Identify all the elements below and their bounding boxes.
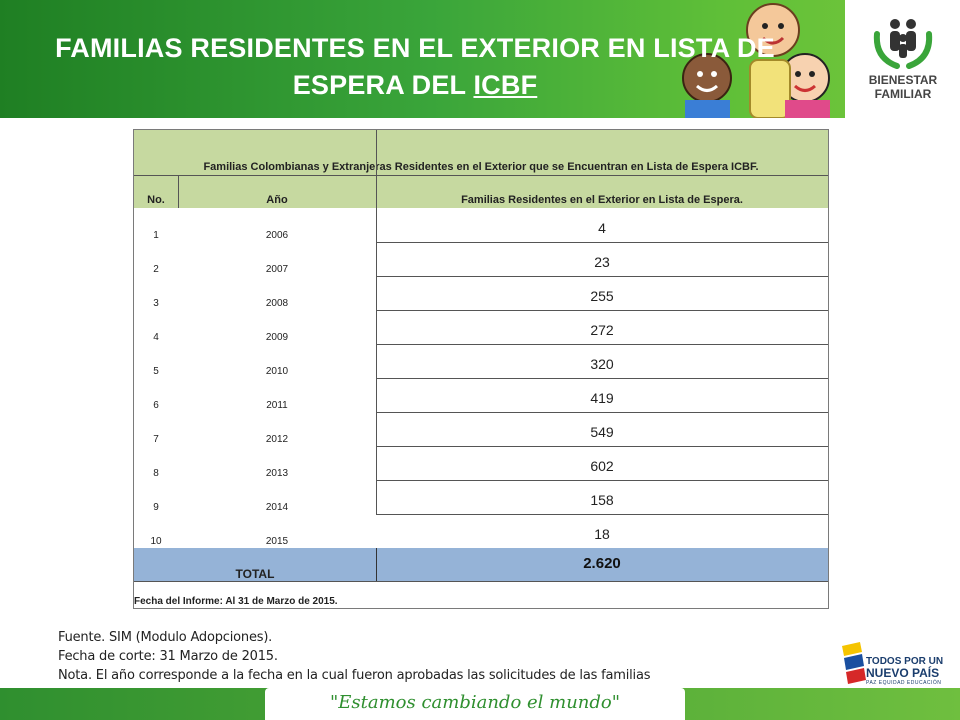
row-year: 2007: [265, 264, 289, 275]
title-line-1: FAMILIAS RESIDENTES EN EL EXTERIOR EN LI…: [55, 33, 775, 63]
gov-logo-line-2: NUEVO PAÍS: [866, 666, 940, 680]
header-bar: FAMILIAS RESIDENTES EN EL EXTERIOR EN LI…: [0, 0, 960, 118]
note-source: Fuente. SIM (Modulo Adopciones).: [58, 630, 273, 645]
table-row: 5 2010 320: [134, 344, 828, 378]
column-header-no: No.: [147, 194, 165, 206]
table-title: Familias Colombianas y Extranjeras Resid…: [203, 161, 759, 173]
table-row: 1 2006 4: [134, 208, 828, 242]
row-value: 255: [590, 288, 614, 304]
table-row: 4 2009 272: [134, 310, 828, 344]
children-illustration-icon: [682, 3, 830, 118]
title-icbf-link: ICBF: [473, 70, 538, 100]
table-row: 7 2012 549: [134, 412, 828, 446]
todos-por-un-nuevo-pais-logo-icon: [842, 642, 866, 684]
table-row: 9 2014 158: [134, 480, 828, 514]
row-no: 7: [153, 434, 159, 445]
row-year: 2013: [265, 468, 289, 479]
column-header-year: Año: [266, 194, 288, 206]
row-value: 419: [590, 390, 614, 406]
divider: [178, 175, 179, 208]
slogan-panel: [265, 688, 685, 720]
table-row: 10 2015 18: [134, 514, 828, 548]
table-body: 1 2006 4 2 2007 23 3 2008 255 4 2009 272…: [134, 208, 828, 548]
table-row: 3 2008 255: [134, 276, 828, 310]
slogan: "Estamos cambiando el mundo": [329, 692, 621, 713]
total-label: TOTAL: [235, 567, 275, 581]
divider: [376, 480, 828, 481]
row-no: 2: [153, 264, 159, 275]
title-line-2: ESPERA DEL ICBF: [30, 67, 800, 104]
row-year: 2015: [265, 536, 289, 547]
divider: [376, 242, 828, 243]
divider: [376, 344, 828, 345]
divider: [376, 208, 377, 514]
row-value: 320: [590, 356, 614, 372]
total-row: TOTAL 2.620: [134, 548, 828, 581]
divider: [376, 548, 377, 581]
divider: [134, 581, 828, 582]
table-row: 8 2013 602: [134, 446, 828, 480]
brand-logo-area: BIENESTAR FAMILIAR: [845, 0, 960, 118]
row-year: 2006: [265, 230, 289, 241]
waiting-list-table: Familias Colombianas y Extranjeras Resid…: [133, 129, 829, 609]
row-year: 2009: [265, 332, 289, 343]
row-value: 4: [598, 220, 606, 236]
row-year: 2010: [265, 366, 289, 377]
divider: [376, 276, 828, 277]
row-year: 2011: [266, 400, 288, 411]
report-date: Fecha del Informe: Al 31 de Marzo de 201…: [134, 596, 338, 607]
gov-logo-line-3: PAZ EQUIDAD EDUCACIÓN: [866, 680, 942, 686]
divider: [376, 310, 828, 311]
page-title: FAMILIAS RESIDENTES EN EL EXTERIOR EN LI…: [30, 30, 800, 104]
row-value: 18: [594, 526, 610, 542]
row-year: 2012: [265, 434, 289, 445]
divider: [376, 130, 377, 208]
note-explanation: Nota. El año corresponde a la fecha en l…: [58, 668, 651, 683]
divider: [376, 412, 828, 413]
row-value: 602: [590, 458, 614, 474]
divider: [134, 175, 828, 176]
note-cutoff-date: Fecha de corte: 31 Marzo de 2015.: [58, 649, 278, 664]
table-header-row: No. Año Familias Residentes en el Exteri…: [134, 175, 828, 208]
row-no: 9: [153, 502, 159, 513]
brand-name: BIENESTAR FAMILIAR: [868, 73, 938, 101]
bienestar-familiar-logo-icon: [873, 19, 933, 69]
row-year: 2008: [265, 298, 289, 309]
row-no: 4: [153, 332, 159, 343]
divider: [376, 446, 828, 447]
row-value: 158: [590, 492, 614, 508]
column-header-families: Familias Residentes en el Exterior en Li…: [461, 194, 743, 206]
title-line-2-text: ESPERA DEL: [292, 70, 474, 100]
row-year: 2014: [265, 502, 289, 513]
gov-logo-line-1: TODOS POR UN: [866, 656, 944, 667]
row-no: 5: [153, 366, 159, 377]
total-value: 2.620: [583, 555, 621, 572]
row-no: 10: [150, 536, 162, 547]
divider: [376, 514, 828, 515]
row-no: 6: [153, 400, 159, 411]
row-no: 1: [153, 230, 159, 241]
table-title-row: Familias Colombianas y Extranjeras Resid…: [134, 130, 828, 175]
table-row: 6 2011 419: [134, 378, 828, 412]
row-value: 23: [594, 254, 610, 270]
notes: Fuente. SIM (Modulo Adopciones). Fecha d…: [58, 628, 650, 685]
divider: [376, 378, 828, 379]
row-value: 272: [590, 322, 614, 338]
table-row: 2 2007 23: [134, 242, 828, 276]
row-no: 3: [153, 298, 159, 309]
row-value: 549: [590, 424, 614, 440]
row-no: 8: [153, 468, 159, 479]
